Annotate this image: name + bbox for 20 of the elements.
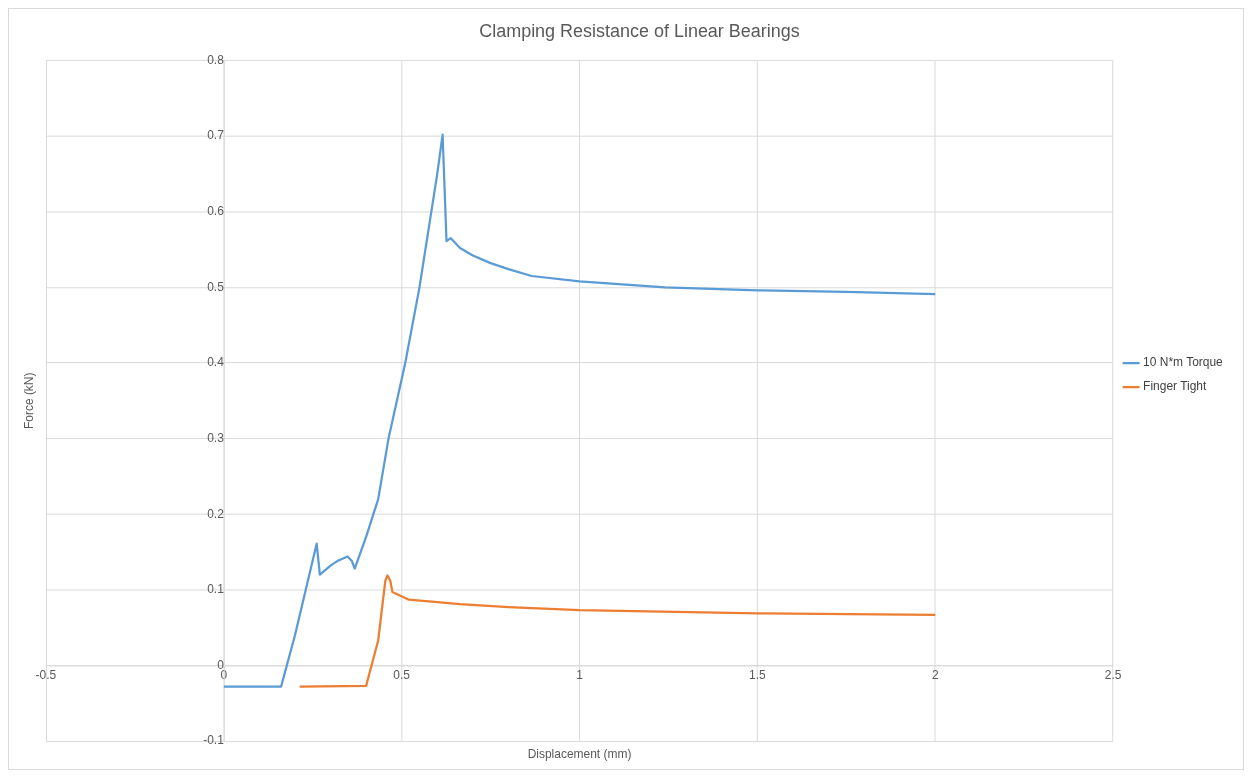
y-tick-label: 0.5 bbox=[207, 279, 225, 294]
x-tick-label: 2.5 bbox=[1104, 667, 1122, 682]
y-tick-label: -0.1 bbox=[203, 733, 225, 748]
y-tick-label: 0.1 bbox=[207, 582, 225, 597]
x-tick-label: 1 bbox=[576, 667, 584, 682]
legend-label: Finger Tight bbox=[1143, 379, 1208, 394]
chart-title: Clamping Resistance of Linear Bearings bbox=[479, 20, 800, 41]
x-tick-label: 1.5 bbox=[749, 667, 767, 682]
y-tick-label: 0.8 bbox=[207, 52, 225, 67]
legend-label: 10 N*m Torque bbox=[1143, 355, 1224, 370]
x-tick-label: 0.5 bbox=[393, 667, 411, 682]
y-tick-label: 0.6 bbox=[207, 204, 225, 219]
x-tick-label: 2 bbox=[931, 667, 939, 682]
y-tick-label: 0.7 bbox=[207, 128, 225, 143]
y-tick-label: 0.2 bbox=[207, 506, 225, 521]
x-axis-title: Displacement (mm) bbox=[527, 747, 632, 762]
x-tick-label: -0.5 bbox=[35, 667, 57, 682]
y-tick-label: 0.4 bbox=[207, 355, 225, 370]
y-axis-title: Force (kN) bbox=[22, 372, 37, 430]
y-tick-label: 0.3 bbox=[207, 430, 225, 445]
